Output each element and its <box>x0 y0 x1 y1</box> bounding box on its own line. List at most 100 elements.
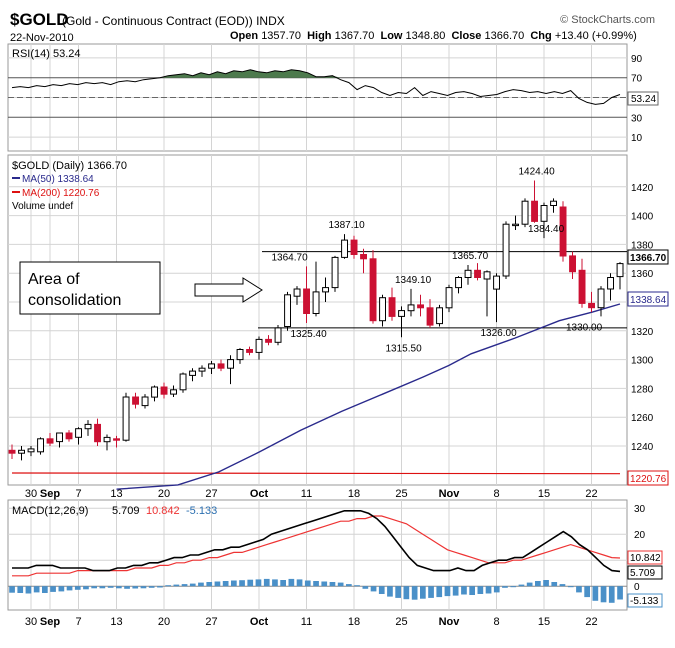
brand-watermark: © StockCharts.com <box>560 14 655 26</box>
price-annotation: 1330.00 <box>566 322 603 333</box>
macd-hist-bar <box>436 586 443 598</box>
candle-up <box>170 389 178 395</box>
candle-up <box>198 367 206 372</box>
candle-down <box>94 423 101 443</box>
macd-hist-bar <box>337 582 344 587</box>
price-panel: 1420140013801360134013201300128012601240… <box>7 154 669 490</box>
price-annotation: 1424.40 <box>519 167 556 178</box>
macd-hist-bar <box>140 586 147 589</box>
candle-down <box>217 363 225 369</box>
candle-up <box>331 256 339 289</box>
rsi-tick-label: 70 <box>631 74 643 85</box>
x-axis-label: Sep <box>40 488 60 500</box>
candle-up <box>398 310 406 317</box>
macd-hist-bar <box>543 580 549 587</box>
macd-hist-bar <box>461 586 467 595</box>
x-axis-label: 25 <box>395 488 407 500</box>
ma50-value-box <box>627 291 669 307</box>
x-axis-label: 27 <box>205 616 217 628</box>
high-label: High <box>307 30 332 42</box>
price-tick-label: 1320 <box>631 327 654 338</box>
price-tick-label: 1380 <box>631 240 654 251</box>
ma50-legend: MA(50) 1338.64 <box>22 174 94 185</box>
macd-hist-bar <box>469 586 475 595</box>
macd-hist-bar <box>272 579 278 587</box>
price-frame <box>7 154 628 486</box>
x-axis-label: 11 <box>301 488 312 500</box>
open-value: 1357.70 <box>261 30 301 42</box>
macd-hist-bar <box>206 582 213 587</box>
ma200-line <box>11 472 621 475</box>
candle-down <box>46 438 54 444</box>
candle-up <box>597 288 605 309</box>
price-annotation: 1326.00 <box>481 328 518 339</box>
candle-up <box>550 200 557 206</box>
macd-hist-bar <box>99 586 106 589</box>
candle-down <box>369 258 377 322</box>
macd-hist-value-box <box>627 593 663 608</box>
macd-hist-bar <box>477 586 484 594</box>
volume-legend: Volume undef <box>12 201 73 212</box>
macd-hist-bar <box>395 586 401 598</box>
ma200-legend: MA(200) 1220.76 <box>22 188 100 199</box>
x-axis-label: 25 <box>395 616 407 628</box>
macd-hist-bar <box>148 586 155 588</box>
candles <box>8 180 624 461</box>
macd-hist-bar <box>428 586 434 598</box>
candle-up <box>502 223 510 277</box>
price-annotation: 1365.70 <box>452 251 489 262</box>
x-axis-middle: 30 Sep 7 13 20 27 Oct 11 18 25 Nov 8 15 22 <box>25 488 598 500</box>
candle-up <box>464 269 472 278</box>
macd-hist-bar <box>198 582 204 587</box>
macd-hist-bar <box>362 586 369 589</box>
macd-hist-bar <box>116 586 122 589</box>
candle-up <box>493 275 501 290</box>
candle-up <box>540 205 548 222</box>
macd-hist-bar <box>91 586 97 589</box>
price-annotations: 1364.70 1387.10 1325.40 1349.10 1315.50 1365.… <box>272 167 603 355</box>
macd-hist-bar <box>66 586 73 591</box>
macd-hist-bar <box>50 586 56 592</box>
macd-legend-macd: 5.709 <box>112 505 140 517</box>
candle-up <box>37 438 44 453</box>
candle-up <box>607 277 614 290</box>
candle-up <box>379 297 387 322</box>
candle-up <box>255 338 263 353</box>
macd-hist-bar <box>535 581 541 587</box>
macd-hist-bar <box>189 583 196 587</box>
macd-hist-bar <box>222 581 229 587</box>
x-axis-bottom: 30 Sep 7 13 20 27 Oct 11 18 25 Nov 8 15 22 <box>25 616 598 628</box>
macd-hist-bar <box>247 579 254 587</box>
candle-up <box>141 396 149 407</box>
macd-line <box>12 510 621 573</box>
candle-up <box>407 304 415 312</box>
macd-hist-bar <box>354 585 360 587</box>
callout-arrow-icon <box>194 277 263 303</box>
candle-up <box>84 423 92 430</box>
rsi-value-label: 53.24 <box>631 94 656 105</box>
candle-down <box>65 432 73 440</box>
macd-hist-bar <box>33 586 40 593</box>
macd-hist-bar <box>518 584 525 587</box>
rsi-panel: 9070503010 RSI(14) 53.24 53.24 <box>7 43 659 152</box>
macd-hist-bar <box>124 586 130 589</box>
macd-hist-bar <box>157 586 163 588</box>
macd-hist-bar <box>600 586 607 603</box>
x-axis-label: 11 <box>301 616 312 628</box>
candle-down <box>578 269 586 304</box>
price-tick-label: 1240 <box>631 442 654 453</box>
candle-up <box>18 449 26 454</box>
ma50-value-label: 1338.64 <box>630 295 667 306</box>
candle-down <box>559 206 567 257</box>
candle-up <box>445 287 453 309</box>
x-axis-label: 22 <box>585 488 597 500</box>
macd-legend-signal: 10.842 <box>146 505 180 517</box>
macd-hist-bar <box>452 586 459 596</box>
candle-up <box>103 436 111 443</box>
candle-down <box>360 254 368 260</box>
candle-down <box>588 302 595 309</box>
candle-down <box>426 307 434 326</box>
price-annotation: 1384.40 <box>528 224 565 235</box>
price-annotation: 1364.70 <box>272 252 309 263</box>
macd-hist-bar <box>17 586 24 593</box>
